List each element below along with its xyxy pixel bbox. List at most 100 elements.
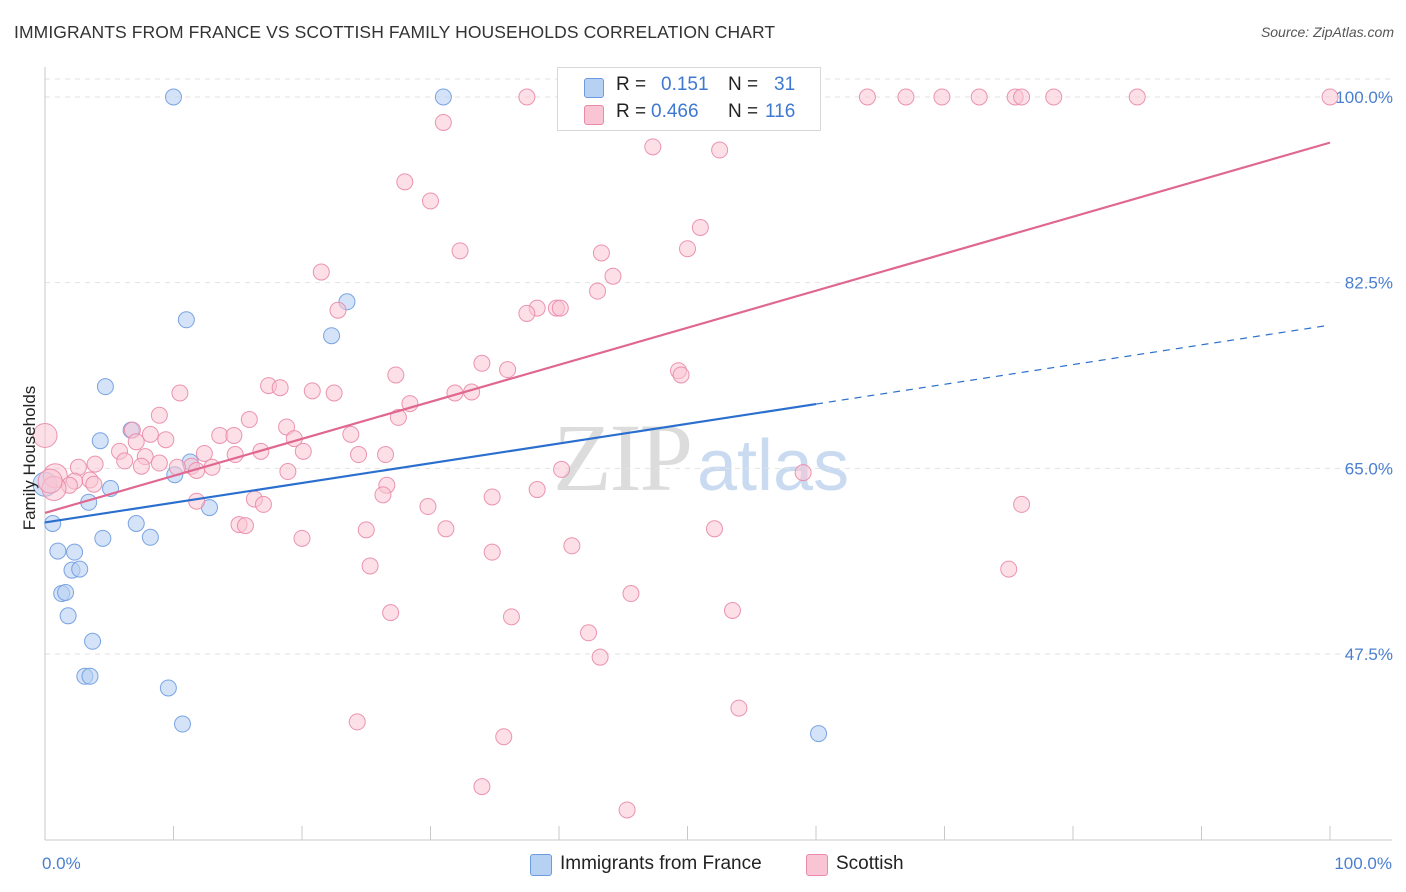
scottish-point bbox=[387, 366, 405, 384]
scottish-point bbox=[858, 88, 876, 106]
scottish-point bbox=[419, 498, 437, 516]
scottish-point bbox=[553, 460, 571, 478]
scottish-point bbox=[705, 520, 723, 538]
legend-swatch-scottish bbox=[806, 854, 828, 876]
france-point bbox=[94, 529, 112, 547]
scottish-point bbox=[377, 446, 395, 464]
legend-n-value: 31 bbox=[774, 74, 796, 95]
scottish-point bbox=[1000, 560, 1018, 578]
legend-r-value: 0.151 bbox=[661, 74, 709, 95]
france-point bbox=[57, 583, 75, 601]
y-tick-label: 47.5% bbox=[1345, 645, 1393, 664]
france-point bbox=[59, 607, 77, 625]
scottish-point bbox=[312, 263, 330, 281]
scottish-point bbox=[644, 138, 662, 156]
scottish-point bbox=[563, 537, 581, 555]
scottish-point bbox=[396, 173, 414, 191]
correlation-legend: R = 0.151 N = 31 R = 0.466 N = 116 bbox=[557, 67, 821, 131]
x-tick-label-min: 0.0% bbox=[42, 854, 81, 873]
y-axis-label: Family Households bbox=[20, 386, 39, 531]
scottish-point bbox=[1013, 495, 1031, 513]
y-tick-label: 82.5% bbox=[1345, 274, 1393, 293]
scottish-point bbox=[1128, 88, 1146, 106]
legend-label-france: Immigrants from France bbox=[560, 853, 762, 874]
legend-n-key: N = bbox=[728, 74, 759, 95]
scottish-point bbox=[325, 384, 343, 402]
france-trend-extension bbox=[815, 324, 1331, 405]
y-tick-label: 100.0% bbox=[1335, 88, 1393, 107]
scottish-point bbox=[279, 463, 297, 481]
scottish-point bbox=[604, 267, 622, 285]
legend-r-value: 0.466 bbox=[651, 101, 699, 122]
scottish-point bbox=[361, 557, 379, 575]
france-point bbox=[323, 327, 341, 345]
scottish-point bbox=[303, 382, 321, 400]
scottish-point bbox=[350, 446, 368, 464]
scottish-point bbox=[622, 585, 640, 603]
series-legend: Immigrants from France Scottish bbox=[0, 850, 1406, 880]
scottish-point bbox=[278, 418, 296, 436]
scottish-point bbox=[589, 282, 607, 300]
scottish-point bbox=[437, 520, 455, 538]
scottish-point bbox=[374, 486, 392, 504]
scottish-point bbox=[592, 244, 610, 262]
axis-layer bbox=[44, 67, 1392, 841]
scottish-point bbox=[672, 366, 690, 384]
scottish-point bbox=[422, 192, 439, 210]
grid-layer bbox=[45, 78, 1392, 655]
scottish-point bbox=[254, 495, 272, 513]
scottish-points-layer bbox=[32, 88, 1339, 819]
scottish-point bbox=[518, 304, 536, 322]
chart-title: IMMIGRANTS FROM FRANCE VS SCOTTISH FAMIL… bbox=[14, 22, 776, 42]
scottish-point bbox=[730, 699, 748, 717]
y-tick-label: 65.0% bbox=[1345, 459, 1393, 478]
trend-layer bbox=[44, 141, 1331, 524]
scottish-point bbox=[342, 425, 360, 443]
scottish-point bbox=[382, 604, 400, 622]
scottish-point bbox=[348, 713, 366, 731]
scottish-point bbox=[225, 426, 243, 444]
scottish-point bbox=[502, 608, 520, 626]
france-point bbox=[91, 432, 109, 450]
legend-swatch-france bbox=[530, 854, 552, 876]
scottish-point bbox=[473, 354, 491, 372]
scottish-point bbox=[329, 301, 347, 319]
scottish-point bbox=[195, 444, 213, 462]
scottish-point bbox=[150, 406, 168, 424]
france-point bbox=[141, 528, 159, 546]
scottish-point bbox=[157, 431, 175, 449]
scottish-point bbox=[970, 88, 988, 106]
scottish-point bbox=[389, 408, 407, 426]
legend-n-key: N = bbox=[728, 101, 759, 122]
scottish-point bbox=[85, 475, 103, 493]
scottish-point bbox=[451, 242, 469, 260]
france-point bbox=[434, 88, 452, 106]
scottish-point bbox=[116, 452, 134, 470]
scottish-point bbox=[127, 433, 145, 451]
scottish-point bbox=[723, 602, 741, 620]
legend-r-key: R = bbox=[616, 74, 647, 95]
scottish-point bbox=[794, 464, 812, 482]
x-tick-label-max: 100.0% bbox=[1334, 854, 1392, 873]
scottish-point bbox=[551, 299, 569, 317]
france-point bbox=[810, 725, 828, 743]
scottish-point bbox=[1045, 88, 1063, 106]
legend-n-value: 116 bbox=[765, 101, 796, 122]
legend-swatch-france bbox=[584, 78, 604, 98]
france-trend-line bbox=[44, 402, 817, 524]
france-point bbox=[96, 378, 114, 396]
france-point bbox=[84, 632, 102, 650]
legend-swatch-scottish bbox=[584, 105, 604, 125]
scottish-point bbox=[591, 648, 609, 666]
scottish-point bbox=[679, 240, 696, 258]
scottish-point bbox=[211, 426, 229, 444]
scottish-point bbox=[188, 492, 206, 510]
scottish-point bbox=[495, 728, 513, 746]
scottish-point bbox=[933, 88, 951, 106]
scottish-point bbox=[132, 457, 150, 475]
scottish-point bbox=[499, 361, 517, 379]
scottish-point bbox=[271, 379, 289, 397]
france-point bbox=[71, 560, 89, 578]
scottish-point bbox=[691, 218, 709, 236]
